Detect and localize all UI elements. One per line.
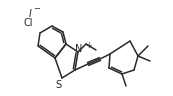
Text: S: S bbox=[55, 80, 61, 90]
Text: −: − bbox=[34, 5, 40, 14]
Text: N: N bbox=[75, 44, 83, 54]
Text: I: I bbox=[29, 9, 31, 19]
Text: +: + bbox=[85, 41, 91, 50]
Text: Cl: Cl bbox=[23, 18, 33, 28]
